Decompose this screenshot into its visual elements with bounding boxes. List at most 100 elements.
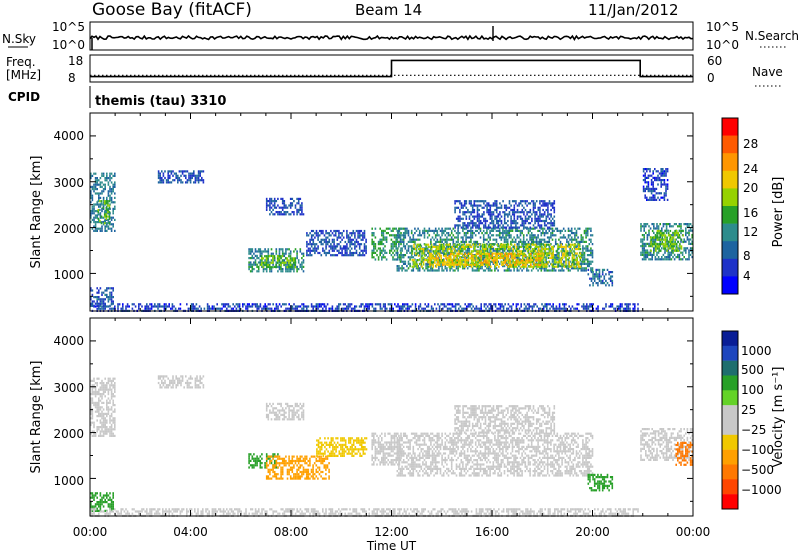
data-cell <box>499 202 501 204</box>
data-cell <box>322 230 324 232</box>
data-cell <box>269 261 271 263</box>
data-cell <box>248 268 250 270</box>
data-cell <box>92 199 94 201</box>
data-cell <box>592 252 594 254</box>
data-cell <box>330 234 332 236</box>
data-cell <box>587 228 589 230</box>
data-cell <box>530 209 532 211</box>
data-cell <box>256 266 258 268</box>
data-cell <box>437 241 439 243</box>
data-cell <box>93 221 95 223</box>
data-cell <box>93 206 95 208</box>
data-cell <box>468 244 470 246</box>
data-cell <box>467 209 469 211</box>
data-cell <box>107 211 109 213</box>
data-cell <box>653 252 655 254</box>
data-cell <box>477 257 479 259</box>
data-cell <box>599 269 601 271</box>
data-cell <box>268 248 270 250</box>
data-cell <box>332 232 334 234</box>
data-cell <box>599 278 601 280</box>
data-cell <box>401 265 403 267</box>
data-cell <box>284 200 286 202</box>
data-cell <box>429 228 431 230</box>
data-cell <box>364 248 366 250</box>
data-cell <box>490 257 492 259</box>
data-cell <box>523 224 525 226</box>
data-cell <box>272 209 274 211</box>
data-cell <box>401 241 403 243</box>
data-cell <box>325 305 327 307</box>
data-cell <box>460 252 462 254</box>
data-cell <box>488 213 490 215</box>
data-cell <box>605 305 607 307</box>
data-cell <box>295 264 297 266</box>
data-cell <box>523 207 525 209</box>
data-cell <box>453 239 455 241</box>
data-cell <box>367 305 369 307</box>
data-cell <box>340 303 342 305</box>
data-cell <box>487 255 489 257</box>
data-cell <box>93 212 95 214</box>
data-cell <box>161 177 163 179</box>
data-cell <box>440 248 442 250</box>
data-cell <box>522 250 524 252</box>
data-cell <box>441 230 443 232</box>
data-cell <box>487 253 489 255</box>
data-cell <box>423 248 425 250</box>
data-cell <box>345 248 347 250</box>
data-cell <box>604 282 606 284</box>
data-cell <box>442 264 444 266</box>
data-cell <box>449 239 451 241</box>
data-cell <box>414 239 416 241</box>
data-cell <box>501 222 503 224</box>
data-cell <box>112 210 114 212</box>
data-cell <box>565 263 567 265</box>
data-cell <box>341 234 343 236</box>
data-cell <box>114 173 116 175</box>
data-cell <box>578 266 580 268</box>
data-cell <box>283 262 285 264</box>
data-cell <box>612 284 614 286</box>
data-cell <box>443 232 445 234</box>
data-cell <box>232 303 234 305</box>
data-cell <box>669 258 671 260</box>
data-cell <box>680 232 682 234</box>
data-cell <box>274 200 276 202</box>
data-cell <box>271 248 273 250</box>
data-cell <box>456 232 458 234</box>
data-cell <box>506 213 508 215</box>
data-cell <box>586 303 588 305</box>
data-cell <box>321 230 323 232</box>
data-cell <box>239 308 241 310</box>
data-cell <box>384 305 386 307</box>
data-cell <box>386 308 388 310</box>
data-cell <box>108 300 110 302</box>
data-cell <box>392 243 394 245</box>
data-cell <box>380 305 382 307</box>
data-cell <box>465 241 467 243</box>
data-cell <box>597 282 599 284</box>
data-cell <box>397 234 399 236</box>
data-cell <box>272 266 274 268</box>
data-cell <box>616 305 618 307</box>
data-cell <box>248 266 250 268</box>
data-cell <box>440 257 442 259</box>
data-cell <box>459 218 461 220</box>
data-cell <box>263 266 265 268</box>
data-cell <box>379 228 381 230</box>
data-cell <box>506 205 508 207</box>
data-cell <box>526 218 528 220</box>
data-cell <box>525 222 527 224</box>
data-cell <box>444 259 446 261</box>
data-cell <box>546 216 548 218</box>
data-cell <box>285 270 287 272</box>
data-cell <box>544 248 546 250</box>
data-cell <box>533 234 535 236</box>
data-cell <box>550 222 552 224</box>
data-cell <box>420 250 422 252</box>
data-cell <box>95 192 97 194</box>
data-cell <box>419 239 421 241</box>
data-cell <box>389 250 391 252</box>
data-cell <box>255 250 257 252</box>
